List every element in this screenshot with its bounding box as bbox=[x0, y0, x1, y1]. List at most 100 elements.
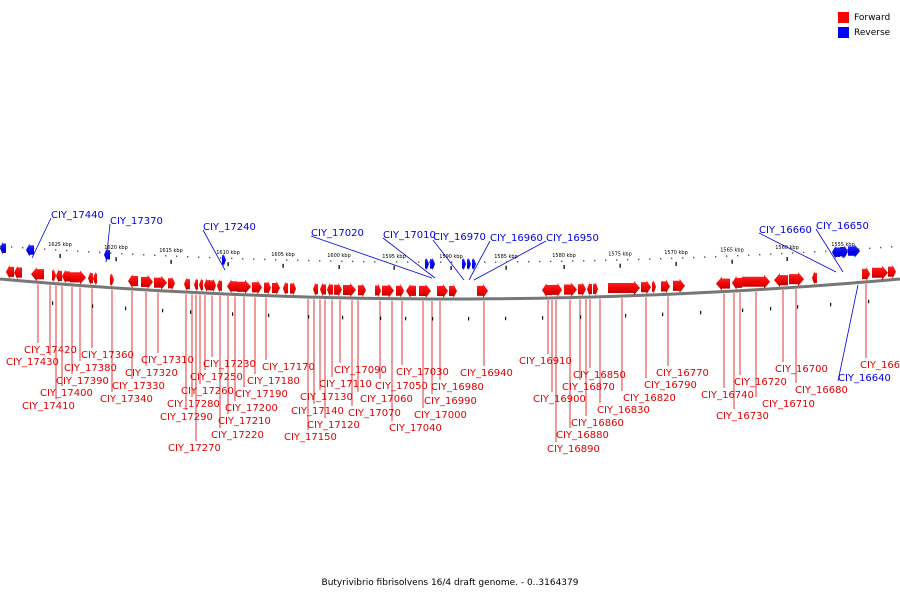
ruler-dot bbox=[451, 261, 453, 263]
forward-gene-arrow bbox=[661, 279, 670, 294]
forward-gene-arrow bbox=[449, 283, 457, 298]
forward-gene-label: CIY_16910 bbox=[519, 356, 572, 367]
forward-gene-arrow bbox=[542, 283, 552, 298]
ruler-dot bbox=[561, 260, 563, 262]
forward-gene-label: CIY_16710 bbox=[762, 399, 815, 410]
forward-gene-label: CIY_17000 bbox=[414, 410, 467, 421]
forward-gene-arrow bbox=[789, 272, 804, 287]
forward-gene-arrow bbox=[673, 278, 685, 293]
ruler-dot bbox=[638, 258, 640, 261]
forward-gene-arrow bbox=[227, 279, 237, 294]
chromosome-backbone bbox=[0, 277, 900, 301]
ruler-dot bbox=[286, 259, 288, 261]
forward-gene-arrow bbox=[110, 272, 114, 287]
reverse-gene-arrow bbox=[0, 241, 6, 255]
forward-gene-label: CIY_16940 bbox=[460, 368, 513, 379]
legend-reverse-label: Reverse bbox=[854, 27, 891, 38]
ruler-dot bbox=[374, 261, 376, 263]
ruler-dot bbox=[506, 261, 508, 263]
ruler-dot bbox=[704, 256, 706, 258]
ruler-dot bbox=[297, 259, 299, 262]
ruler-dot bbox=[385, 261, 387, 263]
forward-gene-arrow bbox=[272, 281, 280, 296]
reverse-gene-arrow bbox=[472, 257, 476, 271]
forward-gene-label: CIY_16980 bbox=[431, 382, 484, 393]
track-tick bbox=[770, 306, 772, 311]
forward-gene-label: CIY_17120 bbox=[307, 420, 360, 431]
forward-gene-arrow bbox=[194, 277, 198, 292]
forward-gene-label: CIY_17060 bbox=[360, 394, 413, 405]
reverse-gene-label: CIY_17240 bbox=[203, 222, 256, 233]
forward-gene-arrow bbox=[641, 280, 651, 295]
ruler-tick bbox=[505, 265, 507, 270]
forward-gene-label: CIY_16700 bbox=[775, 364, 828, 375]
ruler-dot bbox=[231, 257, 233, 260]
reverse-gene-label-line bbox=[202, 229, 226, 271]
reverse-gene-arrow bbox=[26, 243, 34, 257]
forward-gene-arrow bbox=[334, 282, 342, 297]
ruler-dot bbox=[880, 246, 882, 249]
ruler-tick-label: 1565 kbp bbox=[720, 248, 744, 254]
ruler-dot bbox=[11, 246, 13, 248]
ruler-dot bbox=[737, 254, 739, 257]
forward-gene-arrow bbox=[88, 271, 93, 286]
forward-gene-label: CIY_17040 bbox=[389, 423, 442, 434]
reverse-gene-arrow bbox=[848, 244, 860, 258]
reverse-gene-arrow bbox=[430, 257, 435, 271]
forward-gene-label: CIY_16730 bbox=[716, 411, 769, 422]
ruler-dot bbox=[814, 251, 816, 253]
track-tick bbox=[268, 313, 270, 318]
ruler-dot bbox=[352, 260, 354, 263]
forward-gene-label: CIY_16740 bbox=[701, 390, 754, 401]
forward-gene-label: CIY_17380 bbox=[64, 363, 117, 374]
forward-gene-label: CIY_17310 bbox=[141, 355, 194, 366]
forward-gene-label: CIY_17030 bbox=[396, 367, 449, 378]
forward-gene-arrow bbox=[320, 282, 326, 297]
ruler-tick bbox=[227, 262, 229, 267]
ruler-dot bbox=[792, 252, 794, 254]
track-tick bbox=[92, 304, 94, 308]
ruler-tick bbox=[786, 257, 788, 262]
forward-gene-arrow bbox=[812, 270, 817, 285]
reverse-gene-label: CIY_16650 bbox=[816, 221, 869, 232]
legend-forward-label: Forward bbox=[854, 12, 891, 23]
reverse-gene-arrow bbox=[462, 257, 466, 271]
reverse-gene-label-line bbox=[382, 237, 436, 279]
ruler-dot bbox=[429, 261, 431, 263]
forward-gene-arrow bbox=[419, 283, 431, 298]
ruler-dot bbox=[55, 249, 57, 251]
forward-gene-arrow bbox=[406, 283, 416, 298]
forward-swatch bbox=[838, 12, 849, 23]
ruler-dot bbox=[330, 260, 332, 262]
reverse-gene-label-line bbox=[815, 228, 844, 273]
reverse-gene-label-line bbox=[432, 239, 465, 281]
forward-gene-arrow bbox=[327, 282, 333, 297]
forward-gene-arrow bbox=[593, 281, 598, 296]
track-tick bbox=[125, 306, 127, 311]
ruler-dot bbox=[110, 252, 112, 254]
legend: Forward Reverse bbox=[838, 10, 890, 40]
forward-gene-arrow bbox=[199, 277, 203, 292]
track-tick bbox=[432, 316, 434, 321]
ruler-dot bbox=[44, 248, 46, 250]
ruler-tick-label: 1615 kbp bbox=[159, 248, 183, 254]
forward-gene-label: CIY_16880 bbox=[556, 430, 609, 441]
forward-gene-arrow bbox=[343, 283, 356, 298]
ruler-dot bbox=[649, 258, 651, 260]
forward-gene-arrow bbox=[283, 281, 288, 296]
ruler-dot bbox=[660, 258, 662, 260]
ruler-dot bbox=[484, 261, 486, 263]
legend-forward: Forward bbox=[838, 10, 890, 25]
forward-gene-arrow bbox=[264, 280, 271, 295]
forward-gene-label: CIY_17400 bbox=[40, 388, 93, 399]
forward-gene-arrow bbox=[396, 283, 404, 298]
reverse-swatch bbox=[838, 27, 849, 38]
forward-gene-arrow bbox=[774, 273, 788, 288]
reverse-gene-label: CIY_16660 bbox=[759, 225, 812, 236]
forward-gene-label: CIY_17360 bbox=[81, 350, 134, 361]
reverse-gene-label: CIY_17020 bbox=[311, 228, 364, 239]
ruler-tick-label: 1560 kbp bbox=[775, 245, 799, 251]
ruler-dot bbox=[748, 254, 750, 256]
forward-gene-label: CIY_17150 bbox=[284, 432, 337, 443]
ruler-dot bbox=[682, 257, 684, 259]
